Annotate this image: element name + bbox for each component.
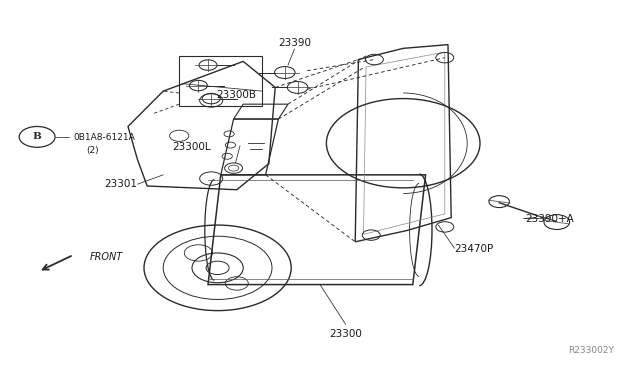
Text: 23301: 23301 bbox=[104, 179, 138, 189]
Text: FRONT: FRONT bbox=[90, 252, 123, 262]
Text: B: B bbox=[33, 132, 42, 141]
Text: R233002Y: R233002Y bbox=[568, 346, 614, 355]
Text: 23470P: 23470P bbox=[454, 244, 493, 254]
Text: 23300B: 23300B bbox=[216, 90, 257, 100]
Text: 23300: 23300 bbox=[329, 329, 362, 339]
Text: 23300L: 23300L bbox=[173, 142, 211, 152]
Text: 23390+A: 23390+A bbox=[525, 215, 573, 224]
Text: 23390: 23390 bbox=[278, 38, 311, 48]
Text: 0B1A8-6121A: 0B1A8-6121A bbox=[74, 133, 135, 142]
Text: (2): (2) bbox=[86, 146, 99, 155]
Bar bbox=[179, 56, 262, 106]
